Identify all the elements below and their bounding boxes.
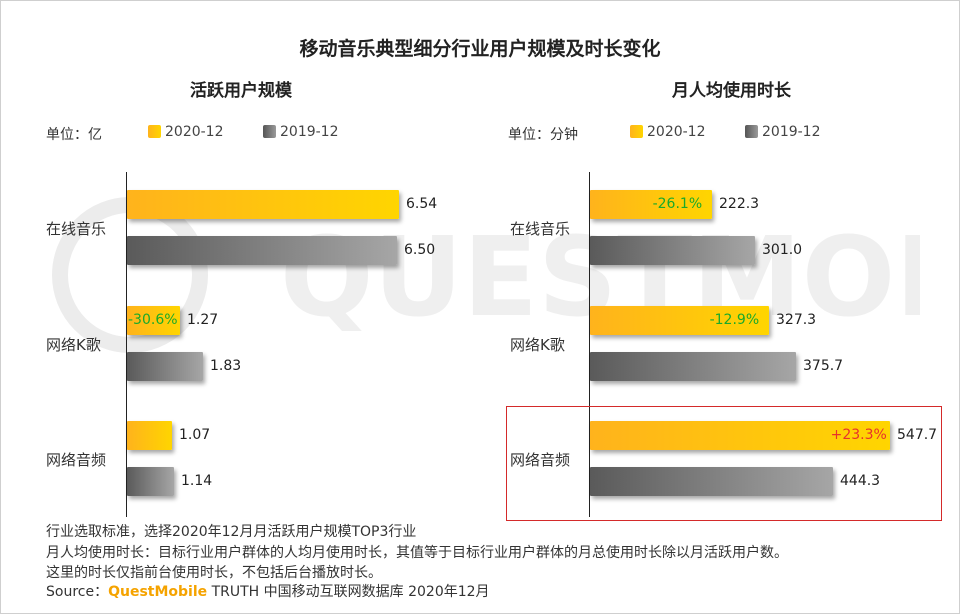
value-label: 1.83: [210, 358, 242, 374]
bar-2020: [127, 306, 180, 335]
value-label: 1.27: [187, 312, 219, 328]
bar-2020: [127, 421, 172, 450]
right-legend-2020-label: 2020-12: [647, 124, 706, 140]
bar-2019: [590, 236, 755, 265]
highlight-box: [506, 406, 942, 521]
change-label: -12.9%: [709, 312, 760, 328]
right-axis-line: [589, 172, 590, 517]
value-label: 327.3: [776, 312, 817, 328]
value-label: 1.14: [181, 473, 213, 489]
source-brand: QuestMobile: [108, 584, 208, 600]
left-legend-2020-label: 2020-12: [165, 124, 224, 140]
left-legend-2019-label: 2019-12: [280, 124, 339, 140]
value-label: 6.50: [404, 242, 436, 258]
bar-2019: [127, 467, 174, 496]
legend-swatch-2019: [263, 125, 276, 138]
legend-swatch-2020: [148, 125, 161, 138]
category-label: 网络K歌: [510, 336, 565, 354]
category-label: 在线音乐: [46, 220, 107, 238]
category-label: 网络音频: [46, 451, 107, 469]
category-label: 网络音频: [510, 451, 571, 469]
right-chart-title: 月人均使用时长: [672, 81, 791, 101]
source-prefix: Source：: [46, 584, 109, 600]
note-line-2: 月人均使用时长：目标行业用户群体的人均月使用时长，其值等于目标行业用户群体的月总…: [46, 545, 788, 561]
value-label: 375.7: [803, 358, 844, 374]
note-line-1: 行业选取标准，选择2020年12月月活跃用户规模TOP3行业: [46, 524, 417, 540]
change-label: -26.1%: [652, 196, 703, 212]
source-line: Source：QuestMobile TRUTH 中国移动互联网数据库 2020…: [46, 581, 490, 601]
note-line-3: 这里的时长仅指前台使用时长，不包括后台播放时长。: [46, 565, 382, 581]
bar-2019: [590, 352, 796, 381]
legend-swatch-2019: [745, 125, 758, 138]
bar-2020: [590, 421, 890, 450]
value-label: 547.7: [897, 427, 938, 443]
change-label: -30.6%: [128, 312, 178, 328]
right-legend-2019-label: 2019-12: [762, 124, 821, 140]
chart-title: 移动音乐典型细分行业用户规模及时长变化: [299, 38, 661, 60]
left-axis-line: [126, 172, 127, 517]
value-label: 444.3: [840, 473, 881, 489]
right-legend-2020: 2020-12: [630, 124, 706, 140]
bar-2019: [127, 352, 203, 381]
category-label: 网络K歌: [46, 336, 101, 354]
left-legend-2019: 2019-12: [263, 124, 339, 140]
source-rest: TRUTH 中国移动互联网数据库 2020年12月: [207, 584, 490, 600]
bar-2020: [127, 190, 399, 219]
value-label: 6.54: [406, 196, 438, 212]
left-unit-label: 单位：亿: [46, 127, 102, 143]
change-label: +23.3%: [830, 427, 887, 443]
right-unit-label: 单位：分钟: [508, 127, 578, 143]
bar-2020: [590, 190, 712, 219]
category-label: 在线音乐: [510, 220, 571, 238]
left-legend-2020: 2020-12: [148, 124, 224, 140]
bar-2020: [590, 306, 769, 335]
right-legend-2019: 2019-12: [745, 124, 821, 140]
bar-2019: [127, 236, 397, 265]
value-label: 1.07: [179, 427, 211, 443]
value-label: 301.0: [762, 242, 803, 258]
left-chart-title: 活跃用户规模: [190, 81, 292, 101]
value-label: 222.3: [719, 196, 760, 212]
legend-swatch-2020: [630, 125, 643, 138]
bar-2019: [590, 467, 833, 496]
